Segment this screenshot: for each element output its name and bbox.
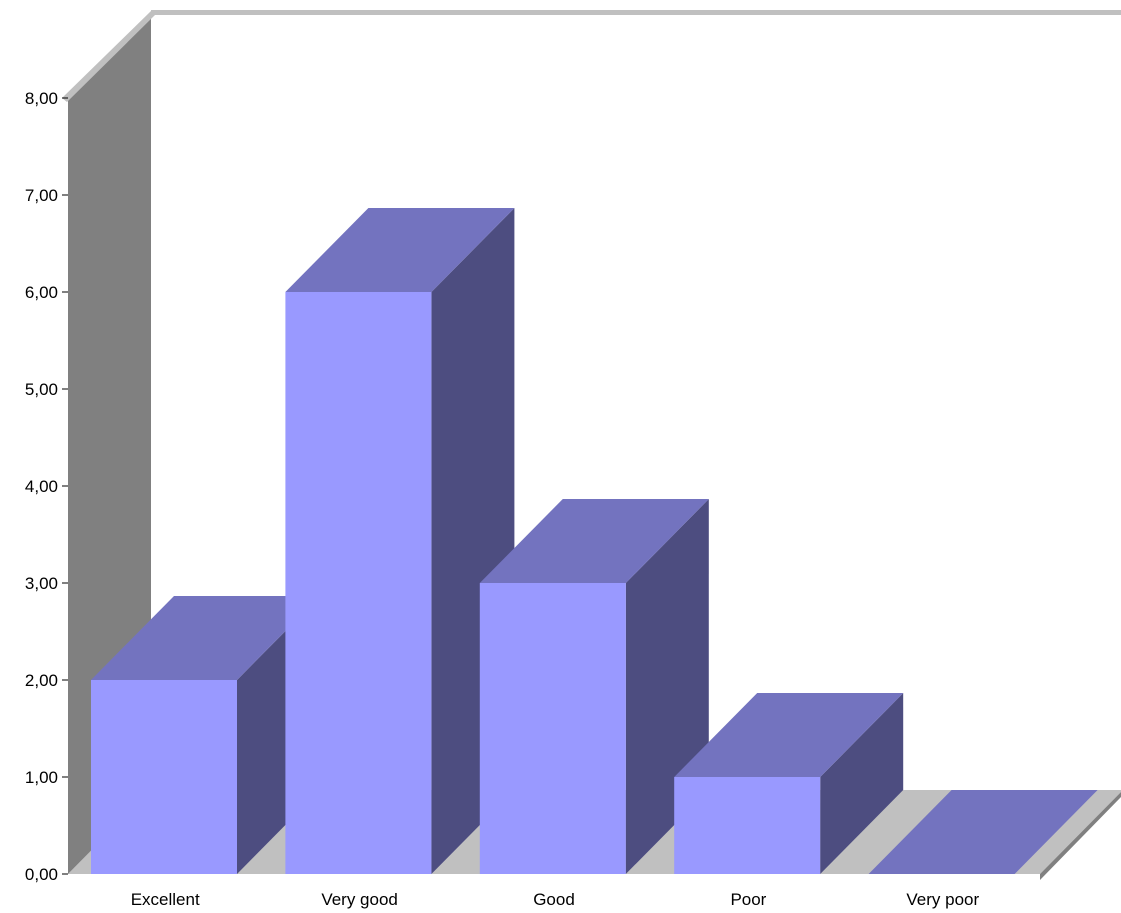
y-tick-label: 8,00 bbox=[25, 89, 58, 108]
side-wall-edge bbox=[62, 11, 155, 102]
bar-front bbox=[285, 292, 432, 874]
x-category-label: Very poor bbox=[906, 890, 979, 909]
x-category-label: Good bbox=[533, 890, 575, 909]
back-wall-edge bbox=[151, 10, 1121, 15]
x-axis: Excellent Very good Good Poor Very poor bbox=[131, 890, 980, 909]
y-axis: 0,00 1,00 2,00 3,00 4,00 5,00 6,00 7,00 8,00 bbox=[25, 89, 68, 884]
y-tick-label: 2,00 bbox=[25, 671, 58, 690]
x-category-label: Excellent bbox=[131, 890, 200, 909]
bar-top bbox=[868, 790, 1098, 874]
bars bbox=[91, 208, 1098, 874]
bar-front bbox=[91, 680, 237, 874]
bar-top bbox=[91, 596, 320, 680]
y-tick-label: 5,00 bbox=[25, 380, 58, 399]
y-tick-label: 0,00 bbox=[25, 865, 58, 884]
bar-front bbox=[674, 777, 821, 874]
bar-top bbox=[285, 208, 515, 292]
x-category-label: Poor bbox=[730, 890, 766, 909]
x-category-label: Very good bbox=[321, 890, 398, 909]
bar-poor bbox=[674, 693, 904, 874]
y-tick-label: 3,00 bbox=[25, 574, 58, 593]
y-tick-label: 1,00 bbox=[25, 768, 58, 787]
floor-edge bbox=[1040, 792, 1121, 880]
y-tick-label: 4,00 bbox=[25, 477, 58, 496]
bar-top bbox=[674, 693, 904, 777]
bar-top bbox=[479, 499, 709, 583]
y-tick-label: 6,00 bbox=[25, 283, 58, 302]
bar-side bbox=[820, 693, 904, 874]
bar-very-poor bbox=[868, 790, 1098, 874]
y-tick-label: 7,00 bbox=[25, 186, 58, 205]
bar-front bbox=[479, 583, 626, 874]
